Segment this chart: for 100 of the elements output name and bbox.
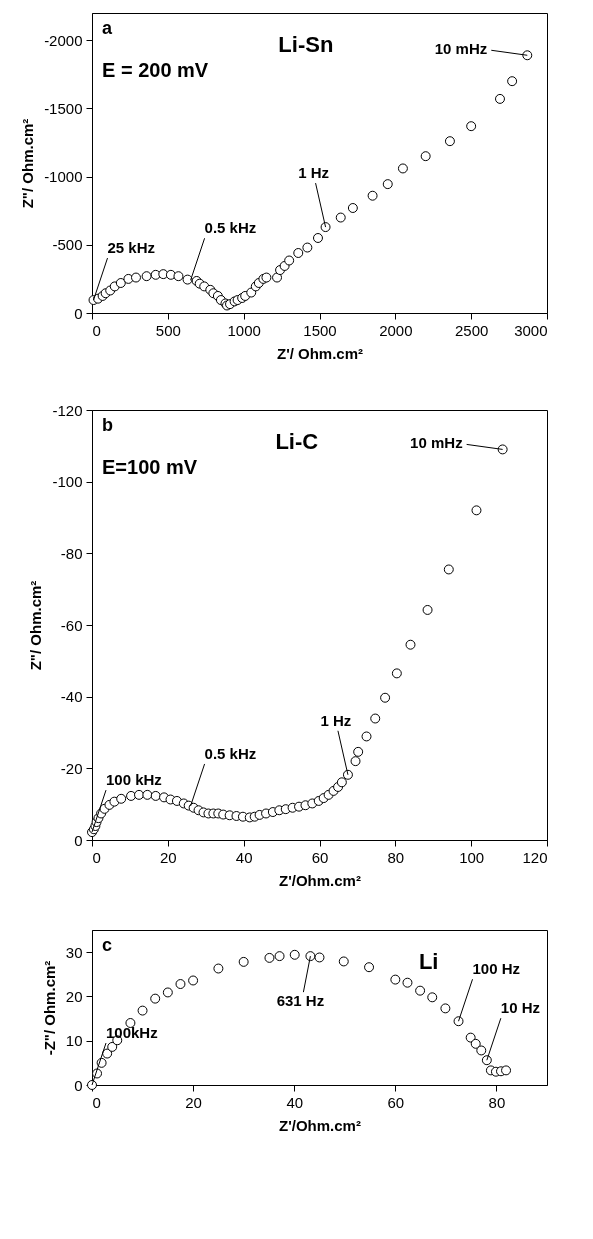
x-tick-label: 1000 <box>227 321 261 339</box>
point <box>213 963 224 974</box>
point <box>397 163 408 174</box>
annotation: 1 Hz <box>320 711 352 729</box>
point <box>415 985 426 996</box>
point <box>364 962 375 973</box>
text: Li-C <box>275 429 319 454</box>
annotation: c <box>102 935 113 955</box>
y-tick-label: -100 <box>52 473 83 491</box>
point <box>293 248 304 258</box>
y-axis-title: Z"/ Ohm.cm² <box>19 118 37 209</box>
point <box>272 272 283 283</box>
point <box>507 76 518 87</box>
point <box>137 1005 148 1016</box>
x-tick-label: 80 <box>387 848 405 866</box>
x-tick-label: 80 <box>488 1093 506 1111</box>
y-tick-label: -60 <box>60 616 83 634</box>
point <box>313 233 323 243</box>
point <box>336 777 347 788</box>
point <box>238 956 249 967</box>
y-tick-label: -500 <box>52 236 83 254</box>
point <box>150 993 161 1004</box>
text: Li-Sn <box>278 32 334 57</box>
point <box>150 790 161 801</box>
point <box>440 1003 451 1014</box>
point <box>125 1018 136 1028</box>
y-tick-label: 20 <box>65 987 83 1005</box>
point <box>338 956 349 967</box>
point <box>314 952 325 963</box>
point <box>107 1041 118 1052</box>
point <box>320 222 331 233</box>
point <box>391 668 402 679</box>
point <box>443 564 454 575</box>
point <box>173 271 184 282</box>
point <box>165 269 176 280</box>
x-tick-label: 0 <box>92 848 101 866</box>
point <box>289 949 300 960</box>
x-tick-label: 2500 <box>454 321 489 339</box>
x-tick-label: 3000 <box>514 321 548 339</box>
point <box>465 1032 476 1043</box>
point <box>142 789 153 800</box>
point <box>131 272 141 283</box>
y-tick-label: 30 <box>65 943 83 961</box>
point <box>182 274 193 285</box>
point <box>188 975 199 986</box>
point <box>370 713 381 724</box>
point <box>470 1038 481 1049</box>
point <box>453 1016 464 1027</box>
point <box>264 952 275 963</box>
annotation: 100kHz <box>106 1024 158 1041</box>
x-axis-title: Z'/Ohm.cm² <box>279 871 361 889</box>
x-tick-label: 60 <box>387 1093 405 1111</box>
point <box>361 731 372 742</box>
x-axis-title: Z'/ Ohm.cm² <box>276 344 364 362</box>
annotation: 10 Hz <box>500 999 541 1017</box>
annotation: a <box>102 18 113 38</box>
y-tick-label: -20 <box>60 759 83 777</box>
point <box>420 151 431 162</box>
y-axis-title: Z"/ Ohm.cm² <box>27 580 45 671</box>
annotation: 0.5 kHz <box>204 219 257 237</box>
x-tick-label: 120 <box>522 848 548 866</box>
y-tick-label: 0 <box>74 831 83 849</box>
point <box>350 756 361 767</box>
point <box>353 746 364 757</box>
annotation: 10 mHz <box>434 40 488 58</box>
x-tick-label: 1500 <box>303 321 337 339</box>
point <box>367 190 378 201</box>
x-axis-title: Z'/Ohm.cm² <box>279 1116 361 1134</box>
point <box>171 795 182 806</box>
x-tick-label: 500 <box>155 321 181 339</box>
point <box>481 1055 492 1066</box>
y-tick-label: 0 <box>74 1076 83 1094</box>
x-tick-label: 0 <box>92 321 101 339</box>
x-tick-label: 40 <box>286 1093 304 1111</box>
y-tick-label: 10 <box>65 1032 83 1050</box>
y-tick-label: -1000 <box>44 168 83 186</box>
point <box>302 242 313 253</box>
point <box>422 604 433 615</box>
point <box>115 278 126 288</box>
annotation: 1 Hz <box>298 164 329 182</box>
point <box>495 93 505 104</box>
point <box>335 212 346 223</box>
point <box>390 974 401 985</box>
annotation: 25 kHz <box>107 239 156 257</box>
y-tick-label: -2000 <box>44 31 83 49</box>
point <box>471 505 482 516</box>
point <box>466 121 477 132</box>
annotation: E = 200 mV <box>102 59 209 81</box>
x-tick-label: 100 <box>459 848 485 866</box>
annotation: 10 mHz <box>410 434 463 452</box>
point <box>405 639 416 650</box>
x-tick-label: 0 <box>92 1093 101 1111</box>
text: Li <box>418 949 439 974</box>
x-tick-label: 20 <box>185 1093 202 1111</box>
x-tick-label: 40 <box>235 848 253 866</box>
y-tick-label: -80 <box>60 544 83 562</box>
point <box>501 1065 512 1076</box>
point <box>476 1045 487 1056</box>
y-tick-label: -1500 <box>44 99 83 117</box>
point <box>162 987 173 998</box>
